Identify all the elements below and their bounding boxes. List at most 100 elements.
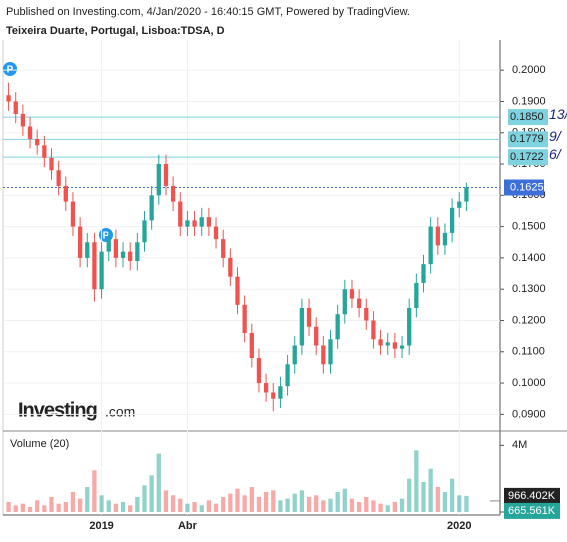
volume-bar: [285, 498, 290, 512]
volume-bar: [349, 498, 355, 512]
volume-bar: [77, 498, 83, 512]
candle-body: [464, 187, 469, 202]
volume-bar: [399, 498, 405, 512]
candle-body: [42, 145, 47, 158]
volume-bar: [271, 490, 276, 512]
candle-body: [285, 364, 290, 387]
volume-bar: [449, 478, 455, 512]
candle-body: [221, 239, 226, 258]
level-note: 13/: [549, 106, 567, 122]
volume-bar: [213, 503, 219, 512]
volume-bar: [56, 503, 61, 512]
volume-bar: [385, 505, 390, 512]
volume-chip: [504, 487, 560, 504]
volume-bar: [156, 453, 161, 512]
candle-body: [364, 307, 369, 321]
candle-body: [356, 298, 362, 308]
volume-bar: [206, 500, 212, 512]
candle-body: [185, 220, 190, 227]
candle-body: [6, 95, 11, 102]
candle-body: [170, 185, 176, 202]
volume-bar: [306, 497, 312, 512]
candle-body: [13, 101, 18, 114]
candle-body: [178, 201, 183, 227]
volume-bar: [457, 495, 462, 512]
volume-bar: [256, 497, 262, 512]
volume-bar: [221, 497, 226, 512]
chart-title: Teixeira Duarte, Portugal, Lisboa:TDSA, …: [6, 25, 225, 37]
volume-bar: [113, 503, 119, 512]
candle-body: [435, 226, 440, 246]
candle-body: [457, 201, 462, 208]
p-marker: P: [99, 228, 113, 242]
candle-body: [156, 164, 161, 196]
candle-body: [392, 342, 398, 349]
candle-body: [342, 289, 347, 315]
candle-body: [449, 207, 455, 233]
candle-body: [106, 239, 111, 252]
volume-bar: [128, 505, 133, 512]
candle-body: [192, 220, 197, 227]
candle-body: [321, 345, 326, 365]
candle-body: [228, 257, 233, 277]
volume-bar: [27, 507, 33, 512]
volume-bar: [428, 468, 433, 512]
candle-body: [421, 264, 426, 283]
y-tick-label: 0.2000: [512, 64, 546, 76]
x-tick-label: 2019: [89, 520, 113, 532]
candle-body: [85, 242, 90, 258]
volume-bar: [342, 488, 347, 512]
candle-body: [242, 304, 247, 333]
candle-body: [20, 113, 26, 127]
volume-bar: [149, 475, 154, 512]
candle-body: [263, 383, 269, 393]
volume-bar: [135, 497, 140, 512]
candle-body: [206, 217, 212, 227]
y-tick-label: 0.1200: [512, 314, 546, 326]
candle-body: [99, 251, 104, 290]
x-tick-label: 2020: [447, 520, 471, 532]
volume-bar: [49, 497, 54, 512]
volume-bar: [242, 495, 247, 512]
volume-last-label: 966.402K: [508, 490, 556, 502]
candle-body: [120, 251, 126, 258]
volume-bar: [20, 503, 26, 512]
x-tick-label: Abr: [178, 520, 198, 532]
candle-body: [335, 314, 340, 340]
candle-body: [278, 386, 283, 399]
last-price-label: 0.1625: [510, 181, 544, 193]
v-tick-label: 4M: [512, 439, 527, 451]
volume-bar: [464, 495, 469, 512]
candle-body: [442, 232, 448, 246]
volume-bar: [228, 493, 233, 512]
volume-title: Volume (20): [10, 438, 69, 450]
volume-bar: [35, 500, 40, 512]
candle-body: [56, 170, 61, 186]
candle-body: [314, 326, 319, 346]
y-tick-label: 0.0900: [512, 408, 546, 420]
volume-bar: [185, 503, 190, 512]
candle-body: [414, 282, 419, 308]
candle-body: [235, 276, 240, 305]
candle-body: [35, 139, 40, 146]
candle-body: [27, 126, 33, 139]
volume-bar: [299, 490, 305, 512]
y-tick-label: 0.1500: [512, 221, 546, 233]
volume-bar: [249, 487, 254, 512]
header: Published on Investing.com, 4/Jan/2020 -…: [6, 6, 410, 18]
candle-body: [349, 289, 355, 299]
volume-bar: [163, 490, 169, 512]
candle-body: [128, 251, 133, 262]
p-marker: P: [3, 62, 17, 76]
volume-bar: [407, 478, 412, 512]
candle-body: [70, 201, 76, 227]
candle-body: [149, 195, 154, 221]
candle-body: [292, 345, 297, 365]
volume-bar: [371, 500, 376, 512]
level-chip: [508, 131, 548, 148]
candle-body: [77, 226, 83, 258]
candle-body: [135, 242, 140, 262]
volume-bar: [335, 492, 340, 512]
level-chip: [508, 109, 548, 126]
volume-bar: [356, 502, 362, 512]
